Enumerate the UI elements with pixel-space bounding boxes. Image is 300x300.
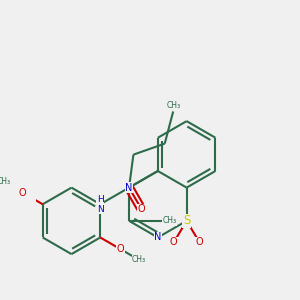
- Text: N: N: [154, 232, 161, 242]
- Text: CH₃: CH₃: [166, 101, 180, 110]
- Text: CH₃: CH₃: [132, 255, 146, 264]
- Text: O: O: [19, 188, 26, 198]
- Text: O: O: [170, 237, 178, 247]
- Text: CH₃: CH₃: [0, 177, 11, 186]
- Text: CH₃: CH₃: [162, 216, 176, 225]
- Text: O: O: [196, 237, 203, 247]
- Text: O: O: [138, 204, 145, 214]
- Text: N: N: [125, 183, 133, 193]
- Text: O: O: [117, 244, 124, 254]
- Text: S: S: [183, 214, 190, 227]
- Text: H
N: H N: [97, 194, 104, 214]
